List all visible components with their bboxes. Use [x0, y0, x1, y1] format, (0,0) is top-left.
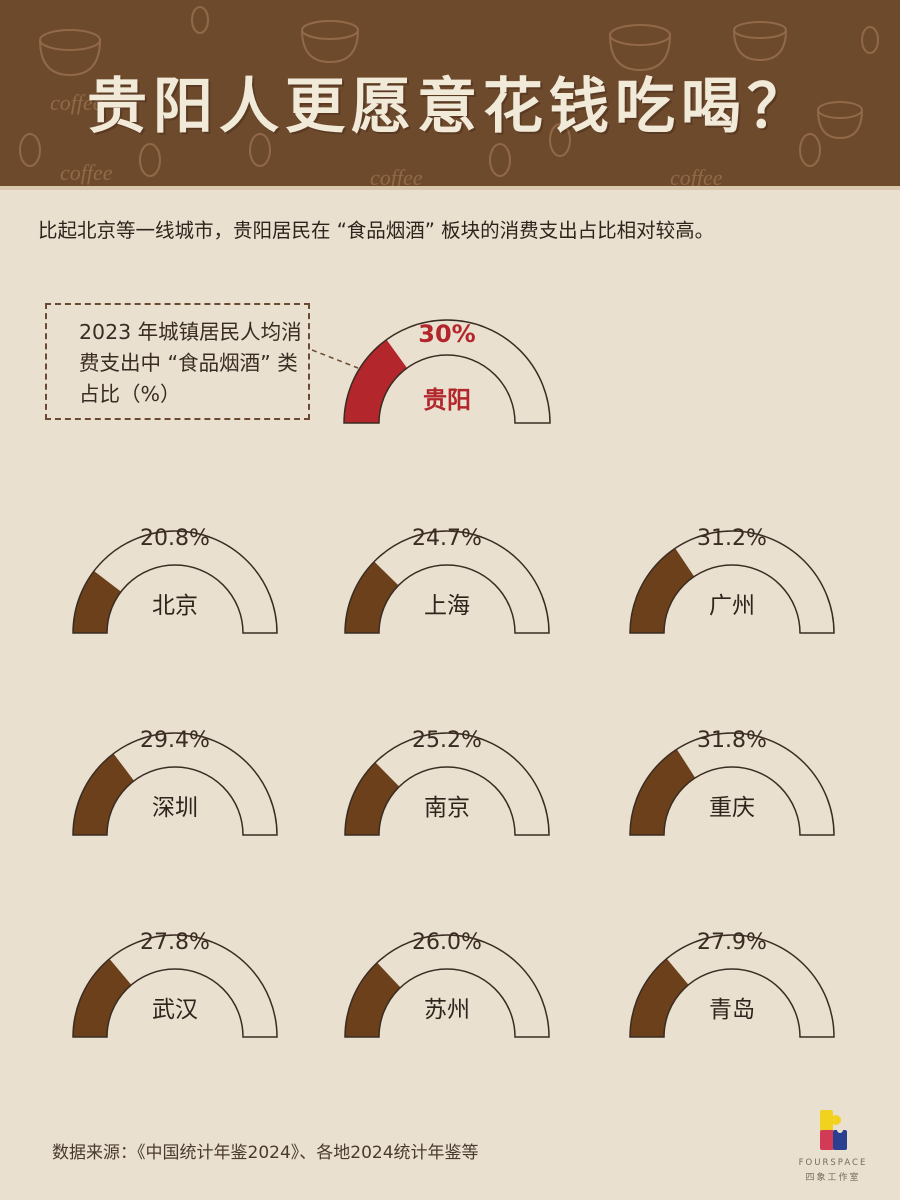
gauge-arc	[343, 319, 551, 424]
gauge-arc	[344, 732, 550, 836]
coffee-pattern-background: coffee coffee coffee coffee	[19, 6, 879, 190]
gauge-shanghai: 24.7% 上海	[344, 514, 550, 634]
gauge-arc	[344, 934, 550, 1038]
gauge-value: 25.2%	[412, 728, 482, 753]
legend-box: 2023 年城镇居民人均消费支出中 “食品烟酒” 类占比（%）	[45, 303, 310, 420]
gauge-chongqing: 31.8% 重庆	[629, 716, 835, 836]
svg-text:coffee: coffee	[370, 165, 423, 190]
gauge-value: 24.7%	[412, 526, 482, 551]
gauge-city-label: 上海	[424, 593, 470, 619]
svg-text:coffee: coffee	[50, 90, 103, 115]
gauge-city-label: 武汉	[152, 997, 198, 1023]
foursprace-logo: FOURSPACE 四象工作室	[796, 1108, 870, 1188]
gauge-arc	[344, 530, 550, 634]
legend-text: 2023 年城镇居民人均消费支出中 “食品烟酒” 类占比（%）	[79, 320, 302, 406]
gauge-shenzhen: 29.4% 深圳	[72, 716, 278, 836]
gauge-qingdao: 27.9% 青岛	[629, 918, 835, 1038]
subtitle: 比起北京等一线城市，贵阳居民在 “食品烟酒” 板块的消费支出占比相对较高。	[38, 219, 715, 242]
gauge-arc	[72, 530, 278, 634]
gauge-value: 27.9%	[697, 930, 767, 955]
gauge-value: 20.8%	[140, 526, 210, 551]
puzzle-logo-icon	[820, 1110, 847, 1150]
gauge-guiyang: 30% 贵阳	[343, 318, 551, 424]
gauge-city-label: 南京	[424, 795, 470, 821]
gauge-value: 29.4%	[140, 728, 210, 753]
gauge-arc	[629, 732, 835, 836]
gauge-city-label: 青岛	[709, 997, 755, 1023]
gauge-city-label: 广州	[709, 593, 755, 619]
gauge-arc	[72, 934, 278, 1038]
gauge-city-label: 苏州	[424, 997, 470, 1023]
gauge-suzhou: 26.0% 苏州	[344, 918, 550, 1038]
gauge-value: 31.2%	[697, 526, 767, 551]
gauge-arc	[629, 934, 835, 1038]
gauge-city-label: 重庆	[709, 795, 755, 821]
logo-wordmark: FOURSPACE	[798, 1158, 868, 1168]
svg-text:coffee: coffee	[60, 160, 113, 185]
gauge-arc	[629, 530, 835, 634]
gauge-value: 31.8%	[697, 728, 767, 753]
gauge-value: 27.8%	[140, 930, 210, 955]
svg-text:coffee: coffee	[670, 165, 723, 190]
gauge-city-label: 贵阳	[423, 386, 471, 414]
logo-chinese-name: 四象工作室	[805, 1173, 861, 1183]
gauge-nanjing: 25.2% 南京	[344, 716, 550, 836]
page-title: 贵阳人更愿意花钱吃喝？	[87, 72, 813, 142]
gauge-value: 26.0%	[412, 930, 482, 955]
header-banner: coffee coffee coffee coffee 贵阳人更愿意花钱吃喝？	[0, 0, 900, 190]
gauge-city-label: 北京	[152, 593, 198, 619]
gauge-guangzhou: 31.2% 广州	[629, 514, 835, 634]
gauge-beijing: 20.8% 北京	[72, 514, 278, 634]
gauge-value: 30%	[418, 320, 476, 348]
gauge-wuhan: 27.8% 武汉	[72, 918, 278, 1038]
data-source-note: 数据来源：《中国统计年鉴2024》、各地2024统计年鉴等	[52, 1143, 479, 1163]
gauge-city-label: 深圳	[152, 795, 198, 821]
gauge-arc	[72, 732, 278, 836]
header-divider	[0, 186, 900, 190]
